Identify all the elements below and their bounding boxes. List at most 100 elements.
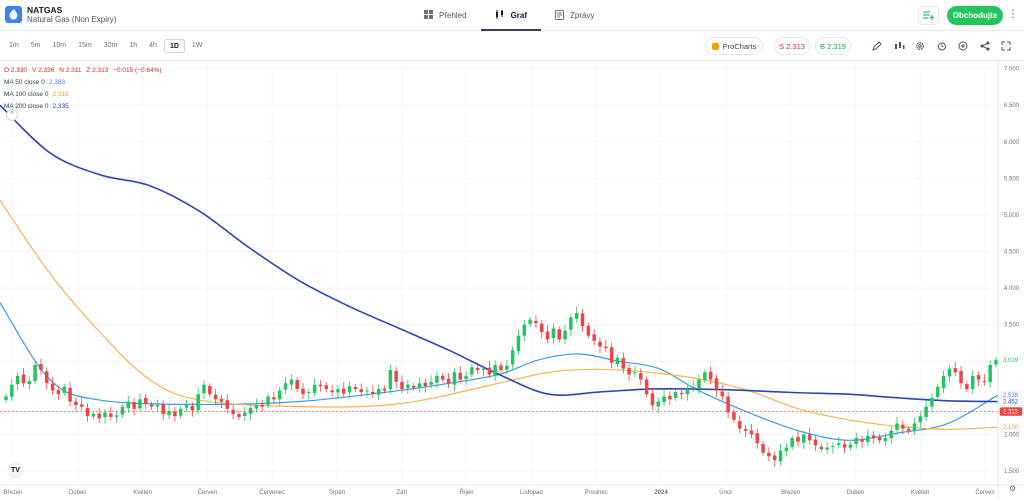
timeframe-5m[interactable]: 5m [30,42,41,49]
timeframe-15m[interactable]: 15m [78,42,92,49]
price-chart[interactable]: 1.5002.0002.5003.0003.5004.0004.5005.000… [0,61,1024,499]
candle-down [74,401,78,406]
settings-icon[interactable] [913,39,927,53]
candle-down [161,404,165,414]
candle-down [441,375,445,380]
price-tag-bg [999,407,1023,416]
candle-up [988,364,992,383]
sell-price-button[interactable]: S 2.313 [774,37,810,55]
candle-up [347,386,352,393]
news-icon [555,9,565,22]
candle-up [994,359,998,365]
candle-up [563,330,567,340]
timeframe-selector: 1m 5m 10m 15m 30m 1h 4h 1D 1W [4,39,209,53]
y-tick-label: 5.000 [1004,213,1020,219]
x-tick-label: Červen [975,489,994,496]
share-icon[interactable] [978,39,992,53]
chart-legend: O 2.330 V 2.336 N 2.311 Z 2.313 −0.015 (… [4,65,165,113]
timeframe-1w[interactable]: 1W [191,42,203,49]
tab-chart-label: Graf [510,11,528,20]
candle-up [120,406,125,415]
ohlc-change: −0.015 (−0.64%) [113,67,162,74]
candle-down [732,411,736,420]
candle-up [633,372,637,374]
y-tick-label: 5.500 [1004,176,1020,182]
candle-up [481,368,486,371]
candle-down [411,386,416,388]
trade-button[interactable]: Obchodujte [947,6,1003,25]
candle-down [173,411,177,417]
x-tick-label: Červenec [259,489,285,496]
add-to-watchlist-button[interactable] [918,6,939,25]
price-axis: 1.5002.0002.5003.0003.5004.0004.5005.000… [997,61,1020,499]
x-tick-label: Prosinec [585,490,608,496]
candle-up [178,408,183,416]
candle-up [866,435,870,443]
timeframe-10m[interactable]: 10m [52,42,67,49]
candle-up [941,375,946,389]
candle-up [615,357,620,365]
candle-down [860,439,864,442]
timeframe-1h[interactable]: 1h [129,42,138,49]
legend-ma200[interactable]: MA 200 close 0 2.335 [4,101,165,113]
candle-down [237,413,241,417]
candle-down [714,378,719,391]
tab-news-label: Zprávy [570,11,595,20]
candle-up [970,375,975,390]
collapse-legend-icon[interactable]: ^ [6,109,18,121]
legend-ma50[interactable]: MA 50 close 0 2.383 [4,77,165,89]
candle-up [703,372,707,381]
more-options-icon[interactable]: ⋮ [1008,9,1018,20]
candle-down [295,380,299,390]
tab-chart[interactable]: Graf [480,0,542,31]
candle-up [551,328,556,339]
candle-down [755,433,759,444]
timeframe-1d[interactable]: 1D [163,39,185,53]
candle-up [33,364,37,382]
procharts-button[interactable]: ProCharts [705,37,763,55]
candle-up [277,390,282,400]
candle-up [895,423,899,430]
candle-up [167,411,171,416]
price-tag-label: 2.538 [1003,393,1019,399]
candle-up [307,392,311,394]
indicators-icon[interactable] [892,39,906,53]
buy-price-button[interactable]: B 2.319 [815,37,851,55]
candle-up [528,319,532,324]
candle-up [126,401,131,408]
ohlc-low: N 2.311 [59,67,82,74]
fullscreen-icon[interactable] [999,39,1013,53]
candle-down [208,386,212,395]
candle-up [778,450,783,462]
price-tag-label: 2.313 [1003,410,1019,416]
ma100-value: 2.315 [52,91,69,98]
draw-icon[interactable] [870,39,884,53]
candle-down [819,446,824,450]
chart-toolbar: 1m 5m 10m 15m 30m 1h 4h 1D 1W ProCharts … [0,31,1024,61]
candle-up [673,392,678,399]
axis-settings-icon[interactable]: ⚙ [1009,484,1017,493]
chart-grid [0,65,998,482]
add-icon[interactable] [956,39,970,53]
candle-down [39,364,43,371]
candle-up [464,375,468,380]
ohlc-high: V 2.336 [31,67,55,74]
legend-ma100[interactable]: MA 100 close 0 2.315 [4,89,165,101]
tab-overview[interactable]: Přehled [410,0,481,31]
timeframe-4h[interactable]: 4h [149,42,157,49]
candle-down [487,367,492,375]
candle-up [574,313,579,319]
candle-down [499,365,503,371]
candle-down [225,400,230,409]
candle-up [848,444,853,448]
watchlist-add-icon [923,11,934,20]
candle-down [761,444,765,453]
candle-down [813,439,818,446]
timeframe-30m[interactable]: 30m [103,42,118,49]
price-tag-label: 2.452 [1003,399,1019,405]
timeframe-1m[interactable]: 1m [9,42,19,49]
candle-down [132,401,136,409]
tradingview-logo-icon[interactable]: TV [7,462,24,479]
alarm-icon[interactable] [935,39,949,53]
tab-news[interactable]: Zprávy [541,0,608,31]
